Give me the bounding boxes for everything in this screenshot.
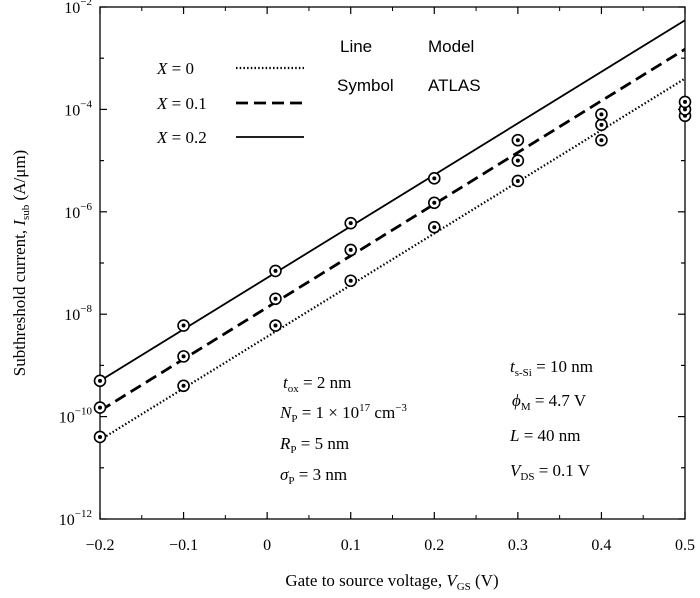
x-axis-label: Gate to source voltage, VGS (V) <box>285 571 498 593</box>
data-point-center <box>683 99 687 104</box>
data-point-center <box>683 107 687 112</box>
data-point-center <box>515 178 520 183</box>
series-x01 <box>93 47 692 414</box>
data-point-center <box>98 405 102 410</box>
param-tox: tox = 2 nm <box>283 373 351 395</box>
y-tick-label: 10−10 <box>59 406 93 427</box>
data-point-center <box>348 221 353 226</box>
x-tick-label: −0.1 <box>169 537 198 554</box>
legend-header-atlas: ATLAS <box>428 76 481 95</box>
legend-header-model: Model <box>428 37 474 56</box>
data-point-center <box>432 200 437 205</box>
data-point-center <box>273 296 278 301</box>
x-tick-labels: −0.2 −0.1 0 0.1 0.2 0.3 0.4 0.5 <box>85 537 695 554</box>
y-tick-label: 10−6 <box>64 201 92 222</box>
data-point-center <box>599 138 604 143</box>
data-point-center <box>432 225 437 230</box>
data-point-center <box>98 378 102 383</box>
y-axis-label: Subthreshold current, Isub (A/μm) <box>10 150 32 376</box>
legend-header-line: Line <box>340 37 372 56</box>
data-point-center <box>515 138 520 143</box>
legend-header-symbol: Symbol <box>337 76 394 95</box>
x-tick-label: 0.4 <box>591 537 611 554</box>
y-tick-label: 10−8 <box>64 303 92 324</box>
param-np: NP = 1 × 1017 cm−3 <box>279 402 407 425</box>
y-tick-label: 10−2 <box>64 0 92 17</box>
data-point-center <box>348 278 353 283</box>
plot-area <box>93 19 692 444</box>
data-point-center <box>273 323 278 328</box>
data-point-center <box>98 434 102 439</box>
param-vds: VDS = 0.1 V <box>510 461 591 483</box>
data-point-center <box>348 247 353 252</box>
legend-label-x02: X = 0.2 <box>156 128 207 147</box>
series-x0 <box>93 77 692 444</box>
param-phim: ϕM = 4.7 V <box>512 391 587 413</box>
legend: Line Model Symbol ATLAS X = 0 X = 0.1 X … <box>156 37 481 147</box>
data-point-center <box>599 122 604 127</box>
params-right: ts-Si = 10 nm ϕM = 4.7 V L = 40 nm VDS =… <box>509 357 593 483</box>
param-tssi: ts-Si = 10 nm <box>510 357 593 379</box>
series-x02 <box>93 19 692 388</box>
x-tick-label: 0.5 <box>675 537 695 554</box>
param-length: L = 40 nm <box>509 426 581 445</box>
data-point-center <box>599 112 604 117</box>
legend-label-x01: X = 0.1 <box>156 94 207 113</box>
x-tick-label: 0.3 <box>508 537 528 554</box>
x-tick-label: 0.1 <box>341 537 361 554</box>
data-point-center <box>181 323 186 328</box>
params-left: tox = 2 nm NP = 1 × 1017 cm−3 RP = 5 nm … <box>279 373 407 487</box>
legend-label-x0: X = 0 <box>156 59 194 78</box>
y-tick-labels: 10−12 10−10 10−8 10−6 10−4 10−2 <box>59 0 93 529</box>
data-point-center <box>515 158 520 163</box>
param-rp: RP = 5 nm <box>279 434 349 456</box>
axis-ticks <box>99 6 686 520</box>
x-tick-label: 0.2 <box>424 537 444 554</box>
data-point-center <box>181 383 186 388</box>
y-tick-label: 10−4 <box>64 98 92 119</box>
x-tick-label: −0.2 <box>85 537 114 554</box>
data-point-center <box>432 176 437 181</box>
data-point-center <box>273 268 278 273</box>
series-line <box>99 19 686 382</box>
series-line <box>99 47 686 412</box>
y-tick-label: 10−12 <box>59 508 92 529</box>
param-sigma-p: σP = 3 nm <box>280 465 347 487</box>
data-point-center <box>181 354 186 359</box>
x-tick-label: 0 <box>263 537 271 554</box>
